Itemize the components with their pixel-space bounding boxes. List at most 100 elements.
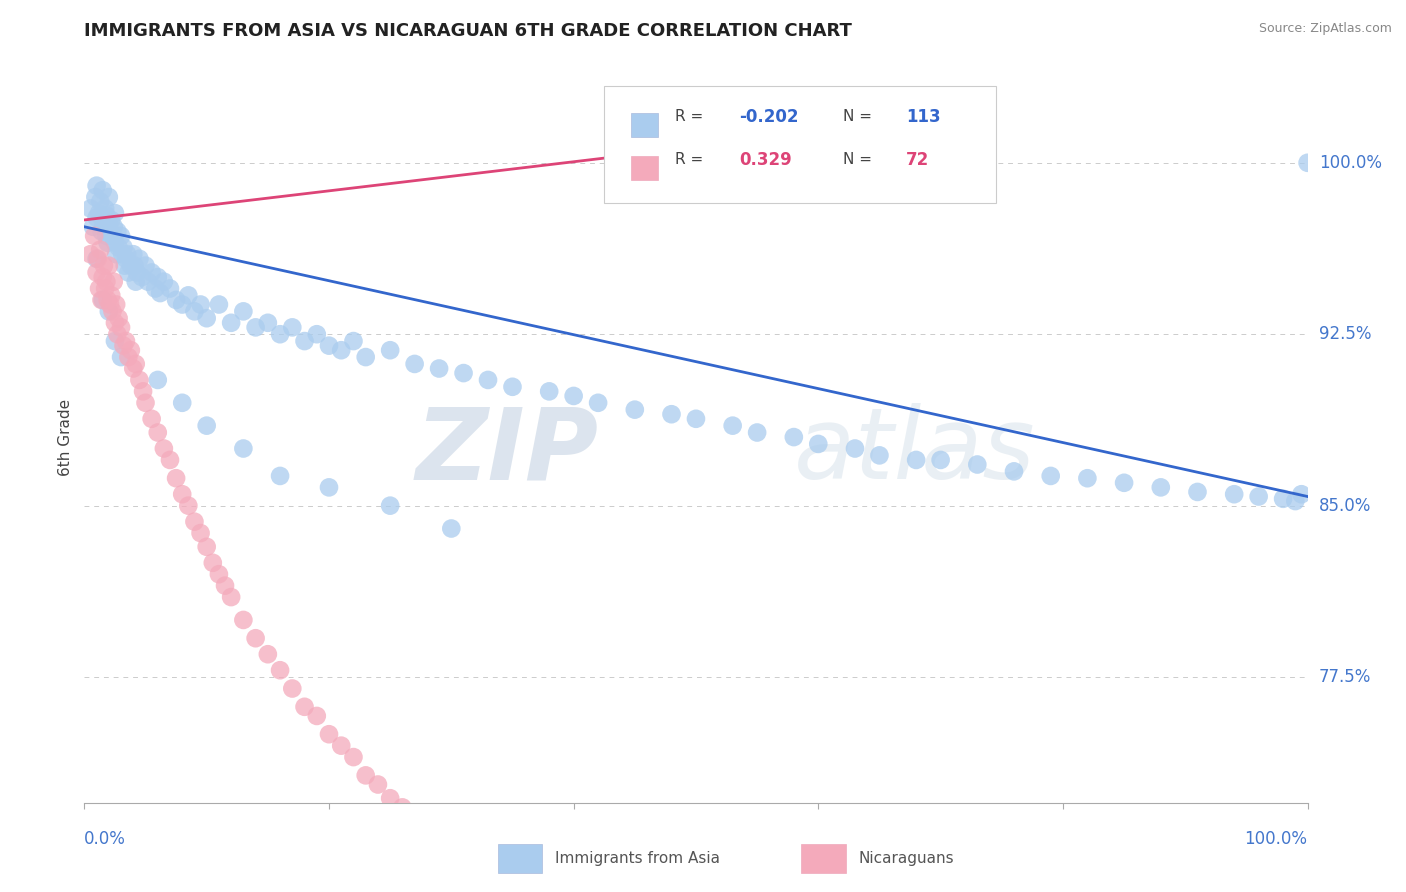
Point	[342, 750, 364, 764]
Point	[318, 480, 340, 494]
Point	[281, 681, 304, 696]
Point	[112, 240, 135, 254]
Point	[1247, 490, 1270, 504]
Point	[96, 275, 118, 289]
Point	[1223, 487, 1246, 501]
Point	[97, 293, 120, 307]
Point	[380, 343, 402, 358]
Point	[84, 190, 107, 204]
Point	[94, 202, 117, 216]
Point	[905, 453, 928, 467]
Point	[367, 777, 389, 791]
Point	[586, 396, 609, 410]
Point	[111, 247, 134, 261]
Point	[747, 425, 769, 440]
Point	[141, 265, 163, 279]
Point	[86, 265, 108, 279]
Point	[1114, 475, 1136, 490]
Point	[87, 252, 110, 266]
Text: 77.5%: 77.5%	[1319, 668, 1371, 686]
Point	[183, 515, 205, 529]
Point	[128, 373, 150, 387]
Point	[105, 247, 128, 261]
Point	[83, 229, 105, 244]
Point	[1039, 469, 1062, 483]
Point	[318, 727, 340, 741]
Point	[172, 487, 194, 501]
Point	[146, 373, 169, 387]
Point	[125, 357, 148, 371]
Point	[114, 259, 136, 273]
Point	[195, 311, 218, 326]
Point	[305, 709, 328, 723]
Point	[105, 224, 128, 238]
Point	[1291, 487, 1313, 501]
Point	[128, 252, 150, 266]
Point	[110, 229, 132, 244]
Point	[105, 327, 128, 342]
Text: atlas: atlas	[794, 403, 1035, 500]
Point	[489, 864, 512, 879]
Point	[685, 411, 707, 425]
Point	[318, 338, 340, 352]
Point	[214, 579, 236, 593]
Point	[105, 297, 128, 311]
Point	[404, 357, 426, 371]
Text: N =: N =	[842, 109, 876, 124]
Point	[110, 320, 132, 334]
Point	[281, 320, 304, 334]
Point	[90, 224, 112, 238]
Point	[416, 823, 439, 838]
Point	[1150, 480, 1173, 494]
Point	[966, 458, 988, 472]
Point	[122, 247, 145, 261]
Point	[91, 213, 114, 227]
Point	[245, 320, 267, 334]
Point	[101, 229, 124, 244]
Point	[159, 281, 181, 295]
Point	[91, 183, 114, 197]
Point	[86, 178, 108, 193]
Point	[294, 334, 316, 348]
Point	[269, 469, 291, 483]
Point	[869, 448, 891, 462]
Point	[1284, 494, 1306, 508]
Point	[464, 853, 486, 867]
Text: R =: R =	[675, 153, 709, 167]
Point	[91, 270, 114, 285]
Point	[143, 281, 166, 295]
Point	[96, 229, 118, 244]
Point	[269, 327, 291, 342]
Point	[354, 768, 377, 782]
Point	[257, 316, 280, 330]
Point	[183, 304, 205, 318]
Point	[330, 739, 353, 753]
Bar	[631, 113, 658, 137]
Point	[1002, 464, 1025, 478]
Point	[208, 567, 231, 582]
Point	[107, 311, 129, 326]
Point	[93, 219, 115, 234]
Text: -0.202: -0.202	[738, 108, 799, 126]
Point	[195, 540, 218, 554]
Point	[477, 373, 499, 387]
Point	[107, 240, 129, 254]
Point	[201, 556, 224, 570]
Point	[104, 334, 127, 348]
Point	[165, 293, 187, 307]
Point	[86, 252, 108, 266]
Point	[101, 304, 124, 318]
Point	[115, 247, 138, 261]
Text: R =: R =	[675, 109, 709, 124]
Point	[82, 219, 104, 234]
Point	[86, 211, 108, 225]
Point	[172, 297, 194, 311]
Point	[91, 293, 114, 307]
Text: 100.0%: 100.0%	[1244, 830, 1308, 848]
Point	[159, 453, 181, 467]
Text: 0.329: 0.329	[738, 151, 792, 169]
Point	[100, 288, 122, 302]
Point	[112, 338, 135, 352]
Point	[538, 887, 561, 892]
Point	[380, 791, 402, 805]
